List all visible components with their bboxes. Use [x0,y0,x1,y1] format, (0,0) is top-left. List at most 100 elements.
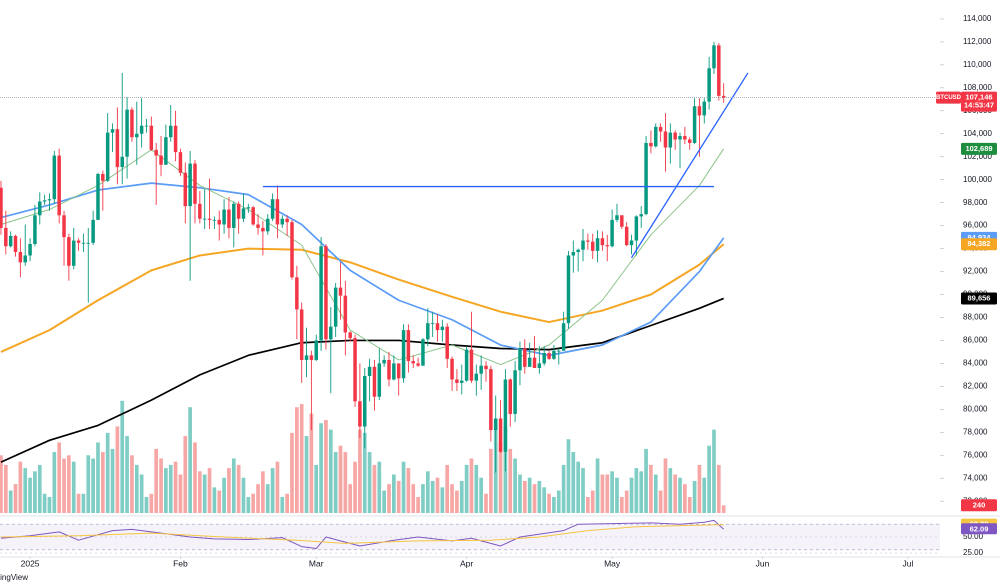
volume-bar [421,484,425,513]
price-tag [961,292,997,305]
candle-body [673,132,677,140]
volume-bar [67,455,71,513]
volume-bar [333,452,338,513]
candle-body [270,199,275,219]
candle-body [101,173,105,181]
y-tick-label: 82,000 [963,381,988,390]
volume-bar [542,487,547,513]
candle-body [168,125,173,138]
y-tick-label: 80,000 [963,404,988,413]
candle-body [687,139,692,143]
volume-bar [566,439,571,513]
candle-body [188,163,192,207]
volume-bar [134,464,139,513]
candle-body [469,349,474,381]
x-tick-label: Mar [309,558,324,568]
volume-bar [595,458,600,513]
y-tick-label: 102,000 [963,152,992,161]
candle-body [202,218,207,220]
price-tag [961,499,997,512]
volume-bar [149,493,154,513]
candle-body [178,152,183,173]
candle-body [4,227,8,247]
candle-body [513,370,517,414]
volume-bar [275,461,280,513]
candle-body [552,350,556,359]
volume-bar [246,496,251,513]
candle-body [159,155,163,165]
volume-bar [81,493,86,513]
candle-body [324,246,328,340]
y-tick-label: 96,000 [963,221,988,230]
volume-bar [387,484,391,513]
candle-body [392,363,396,380]
volume-bar [52,452,57,513]
price-tag-label: 89,656 [968,293,991,302]
volume-bar [314,464,319,513]
y-tick-label: 100,000 [963,175,992,184]
volume-bar [653,474,658,513]
candle-body [62,215,66,238]
volume-bar [251,493,256,513]
volume-bar [231,458,236,513]
candle-body [435,323,440,331]
candle-body [634,216,639,241]
price-tag [961,91,997,112]
candle-body [605,245,610,247]
candle-body [426,323,430,340]
price-tag-label: 107,146 [965,93,992,102]
volume-bar [479,477,483,513]
y-tick-label: 112,000 [963,37,992,46]
candle-body [33,215,37,244]
x-tick-label: Feb [173,558,188,568]
volume-bar [23,468,28,513]
rsi-tick-label: 50.00 [963,532,984,541]
volume-bar [33,471,37,513]
candle-body [81,242,86,244]
volume-bar [270,468,275,513]
volume-bar [236,464,241,513]
volume-bar [489,448,493,513]
candle-body [265,218,270,232]
volume-bar [537,480,542,513]
candle-body [571,252,576,256]
y-tick-label: 110,000 [963,60,992,69]
volume-bar [8,490,13,513]
candle-body [702,101,707,116]
candle-body [154,149,158,156]
volume-bar [86,455,91,513]
volume-bar [658,490,663,513]
candle-body [183,172,188,207]
moving-average [0,182,725,357]
candle-body [697,106,702,116]
candle-body [576,249,580,253]
candle-body [629,240,634,246]
candle-body [464,349,469,381]
y-tick-label: 108,000 [963,83,992,92]
y-tick-label: 88,000 [963,313,988,322]
candle-body [644,142,648,215]
candle-body [396,363,401,379]
candle-body [125,109,129,157]
volume-bar [590,490,595,513]
candle-body [460,380,464,383]
volume-bar [697,464,702,513]
candle-body [658,126,663,132]
volume-bar [639,471,644,513]
volume-bar [183,436,188,513]
volume-bar [610,471,614,513]
candle-body [358,401,362,427]
volume-bar [362,432,367,513]
candle-body [91,219,95,243]
volume-bar [110,448,115,513]
volume-bar [721,505,726,513]
volume-bar [459,480,464,513]
volume-bar [474,464,479,513]
x-tick-label: Jun [756,558,770,568]
candle-body [353,338,357,402]
volume-bar [367,452,372,513]
volume-bar [193,442,197,513]
y-tick-label: 84,000 [963,359,988,368]
volume-bar [178,474,183,513]
